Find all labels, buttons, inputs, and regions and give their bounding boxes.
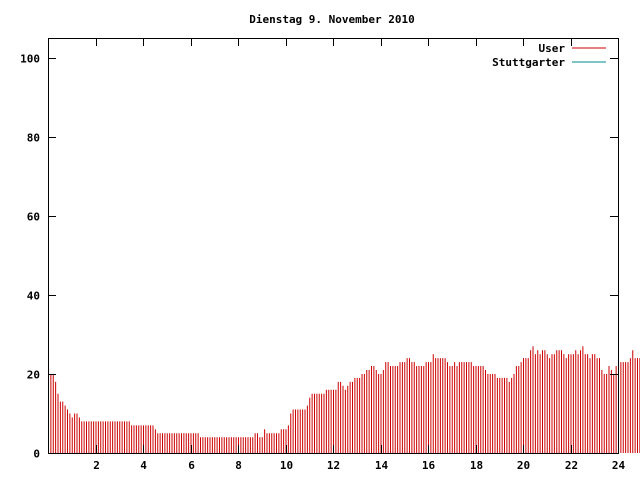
chart-title: Dienstag 9. November 2010 — [249, 13, 415, 26]
y-tick-label-60: 60 — [27, 211, 40, 224]
legend: User Stuttgarter — [492, 42, 606, 69]
y-tick-label-40: 40 — [27, 290, 40, 303]
legend-label-stuttgarter: Stuttgarter — [492, 56, 565, 69]
y-tick-label-80: 80 — [27, 132, 40, 145]
x-tick-label-14: 14 — [375, 459, 389, 472]
x-tick-label-10: 10 — [280, 459, 293, 472]
x-tick-label-20: 20 — [517, 459, 530, 472]
x-tick-label-2: 2 — [93, 459, 100, 472]
y-tick-label-100: 100 — [20, 53, 40, 66]
x-tick-label-12: 12 — [327, 459, 340, 472]
x-tick-label-24: 24 — [612, 459, 626, 472]
y-tick-label-20: 20 — [27, 369, 40, 382]
x-tick-label-6: 6 — [188, 459, 195, 472]
bars-layer — [48, 346, 640, 453]
x-tick-label-16: 16 — [422, 459, 436, 472]
x-tick-label-4: 4 — [140, 459, 147, 472]
y-tick-label-0: 0 — [33, 448, 40, 461]
x-tick-label-8: 8 — [235, 459, 242, 472]
x-tick-label-22: 22 — [565, 459, 578, 472]
x-tick-label-18: 18 — [470, 459, 483, 472]
legend-label-user: User — [539, 42, 566, 55]
